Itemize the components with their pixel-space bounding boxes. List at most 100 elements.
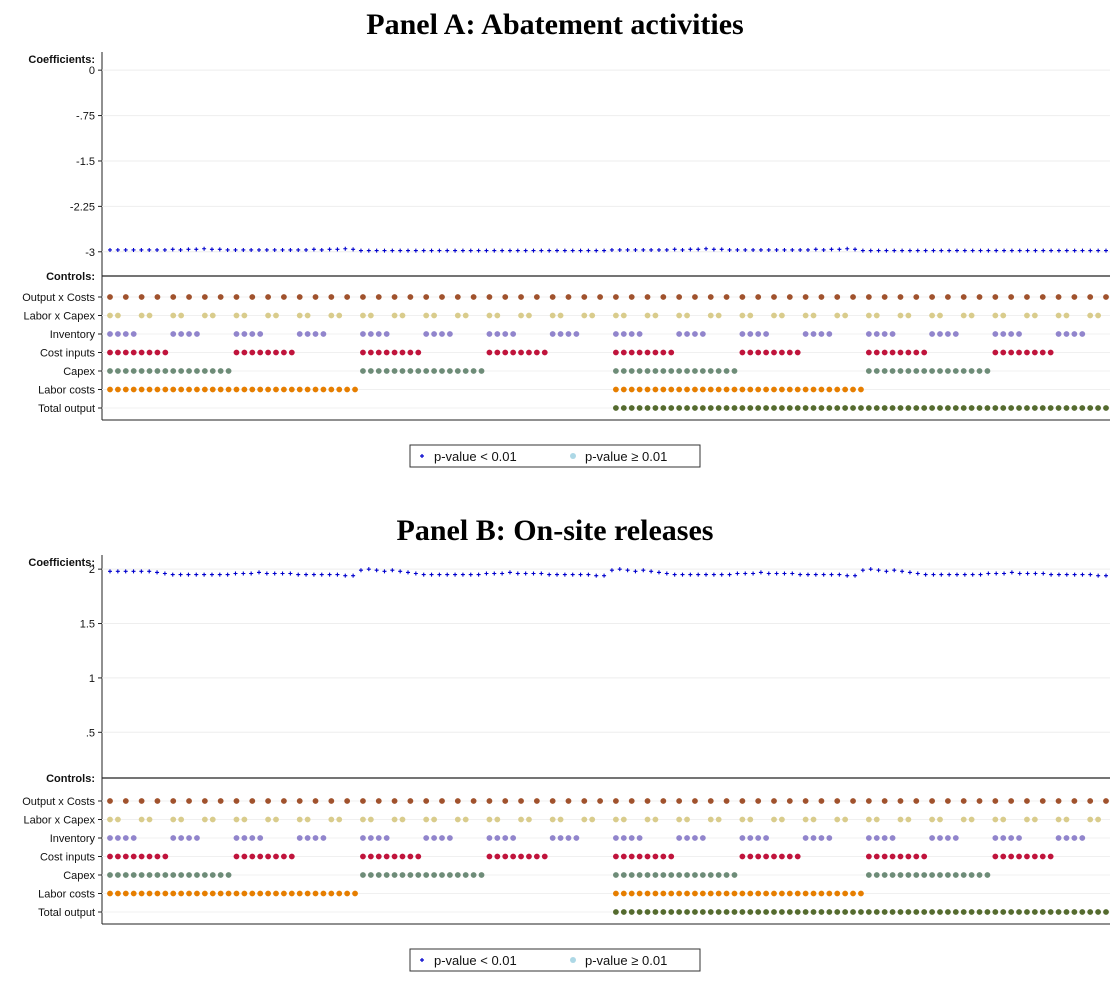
coefficient-point [296, 572, 301, 577]
control-dot [470, 294, 477, 300]
control-dot [1039, 405, 1046, 411]
control-dot [296, 816, 303, 823]
control-dot [510, 853, 517, 860]
control-dot [1047, 349, 1054, 356]
coefficient-point [868, 567, 873, 572]
control-dot [423, 294, 430, 300]
coefficient-point [774, 571, 779, 576]
control-dot [1000, 835, 1007, 841]
control-dot [1024, 294, 1030, 300]
control-dot [122, 331, 129, 337]
control-dot [628, 386, 635, 393]
control-dot [984, 368, 991, 374]
coefficient-point [954, 248, 959, 253]
control-dot [699, 835, 706, 841]
control-dot [715, 405, 722, 411]
control-dot [154, 890, 161, 897]
control-dot [699, 368, 706, 374]
control-dot [115, 349, 121, 356]
control-dot [620, 909, 627, 915]
coefficient-point [500, 248, 505, 253]
coefficient-point [233, 571, 238, 576]
control-dot [320, 331, 327, 337]
control-dot [786, 386, 793, 393]
control-dot [613, 405, 619, 411]
control-dot [486, 853, 493, 860]
control-dot [818, 294, 825, 300]
control-dot [636, 909, 643, 915]
coefficient-point [900, 569, 905, 574]
control-dot [565, 835, 572, 841]
control-dot [937, 368, 943, 374]
control-dot [739, 835, 746, 841]
control-dot [1024, 405, 1030, 411]
control-dot [352, 890, 358, 897]
control-dot [731, 890, 738, 897]
control-dot [233, 816, 240, 823]
control-dot [952, 835, 959, 841]
coefficient-point [672, 572, 677, 577]
control-dot [834, 386, 841, 393]
control-dot [328, 312, 335, 319]
coefficient-point [594, 573, 599, 578]
coefficient-point [1041, 571, 1046, 576]
control-dot [945, 368, 951, 374]
control-dot [107, 816, 113, 823]
coefficient-point [860, 248, 865, 253]
coefficient-point [805, 247, 810, 252]
control-dot [178, 872, 185, 878]
control-dot [834, 890, 841, 897]
control-dot [968, 816, 975, 823]
coefficient-point [413, 571, 418, 576]
control-dot [889, 368, 896, 374]
control-dot [699, 872, 706, 878]
control-dot [660, 349, 667, 356]
control-dot [652, 890, 659, 897]
control-dot [779, 853, 785, 860]
control-dot [613, 816, 619, 823]
control-dot [897, 909, 904, 915]
control-dot [707, 294, 714, 300]
control-dot [241, 853, 248, 860]
control-dot [715, 816, 722, 823]
control-dot [439, 835, 445, 841]
legend-dot-marker [570, 453, 576, 459]
control-dot [771, 853, 777, 860]
coefficient-point [837, 572, 842, 577]
coefficient-point [382, 569, 387, 574]
control-dot [968, 312, 975, 319]
control-dot [905, 368, 912, 374]
control-dot [581, 816, 588, 823]
control-dot [367, 853, 374, 860]
coefficient-point [947, 248, 952, 253]
coefficient-point [468, 572, 473, 577]
control-dot [375, 798, 382, 804]
control-dot [209, 368, 216, 374]
control-dot [170, 816, 177, 823]
control-dot [146, 368, 153, 374]
coefficient-point [790, 247, 795, 252]
control-dot [201, 312, 208, 319]
control-dot [154, 368, 161, 374]
coefficient-point [970, 572, 975, 577]
control-label: Total output [38, 907, 95, 919]
coefficient-point [900, 248, 905, 253]
coefficient-point [374, 568, 379, 573]
control-dot [613, 386, 619, 393]
control-dot [122, 349, 129, 356]
control-dot [850, 405, 856, 411]
coefficient-point [735, 247, 740, 252]
control-dot [960, 368, 967, 374]
control-dot [462, 312, 469, 319]
control-dot [731, 872, 738, 878]
control-dot [929, 294, 935, 300]
coefficient-point [209, 247, 214, 252]
control-dot [1055, 312, 1062, 319]
control-dot [186, 368, 192, 374]
control-dot [130, 890, 137, 897]
control-dot [881, 294, 888, 300]
coefficient-point [805, 572, 810, 577]
control-dot [273, 386, 279, 393]
control-dot [739, 909, 746, 915]
controls-label: Controls: [46, 271, 95, 283]
